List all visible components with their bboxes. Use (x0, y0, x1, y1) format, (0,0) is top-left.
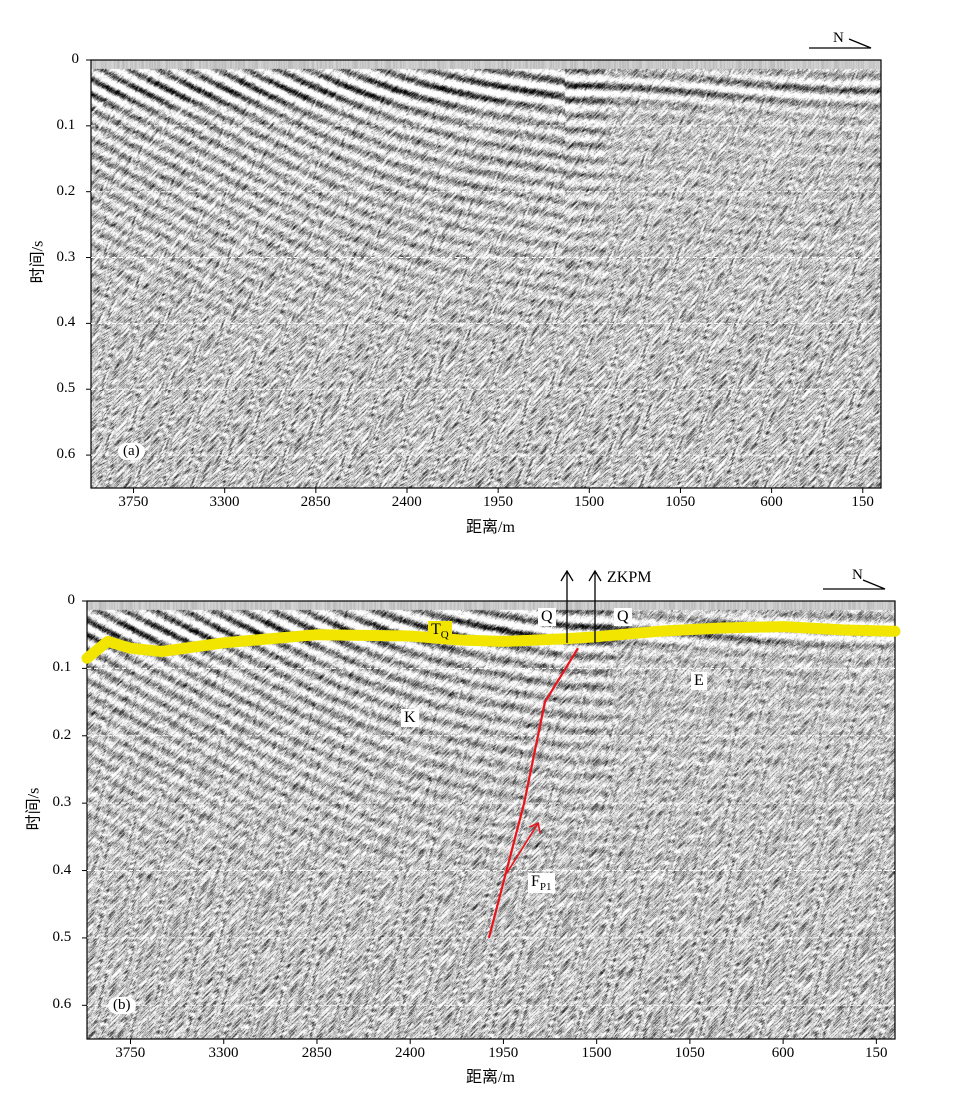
borehole-arrow-right-icon (588, 569, 602, 643)
x-tick-label: 3750 (115, 1045, 146, 1061)
panel-label-a: (a) (118, 443, 145, 460)
x-tick-label: 150 (864, 1045, 888, 1061)
horizon-label-main: T (431, 621, 441, 638)
y-tick-label: 0.4 (52, 861, 72, 878)
x-tick-label: 2850 (300, 494, 331, 510)
fault-label-main: F (531, 873, 540, 890)
x-tick-label: 600 (760, 494, 783, 510)
unit-label-k: K (401, 709, 419, 727)
x-tick-label: 2400 (391, 494, 422, 510)
horizon-tq-line (81, 621, 901, 664)
y-axis-label-a: 时间/s (29, 240, 47, 284)
horizon-label-tq: TQ (428, 621, 452, 642)
y-tick-label: 0.2 (52, 726, 72, 743)
fault-movement-arrow (506, 822, 539, 874)
y-tick-label: 0 (71, 51, 80, 67)
y-tick-label: 0.6 (56, 446, 76, 463)
x-tick-label: 3300 (208, 1045, 239, 1061)
y-tick-label: 0.5 (56, 380, 76, 397)
y-tick-label: 0.3 (56, 248, 76, 265)
y-tick-label: 0.2 (56, 182, 76, 199)
y-tick-label: 0.1 (52, 659, 72, 676)
chart-overlay-b (81, 569, 901, 1044)
panel-label-b: (b) (108, 997, 136, 1014)
x-tick-label: 3750 (118, 494, 149, 510)
x-tick-label: 1500 (581, 1045, 612, 1061)
fault-label-sub: P1 (539, 881, 552, 894)
x-tick-label: 1050 (665, 494, 696, 510)
y-tick-label: 0.5 (52, 928, 72, 945)
y-tick-label: 0 (67, 592, 76, 608)
x-tick-label: 150 (851, 494, 874, 510)
panel-b: (b) 时间/s 距离/m N ZKPM TQ Q Q E K FP1 0 0.1… (0, 545, 962, 1106)
seismic-section-b (87, 601, 895, 1039)
north-arrow-icon (823, 579, 886, 590)
plot-frame (86, 600, 896, 1040)
y-tick-label: 0.4 (56, 314, 76, 331)
x-tick-label: 2400 (395, 1045, 425, 1061)
x-axis-label-a: 距离/m (466, 519, 515, 536)
x-tick-label: 1050 (674, 1045, 705, 1061)
north-label-b: N (852, 567, 863, 583)
unit-label-e: E (691, 672, 707, 690)
y-tick-label: 0.6 (52, 996, 72, 1013)
chart-overlay-a (86, 38, 882, 493)
unit-label-q-right: Q (614, 608, 632, 626)
north-arrow-icon (809, 38, 872, 49)
y-axis-label-b: 时间/s (25, 787, 43, 831)
unit-label-q-left: Q (538, 608, 556, 626)
fault-label-fp1: FP1 (528, 873, 555, 894)
horizon-label-sub: Q (440, 629, 449, 642)
panel-a: (a) 时间/s 距离/m N 0 0.1 0.2 0.3 0.4 0.5 0.6 3750 3… (0, 0, 962, 545)
fault-fp1-line (487, 647, 579, 939)
north-label-a: N (833, 30, 844, 46)
borehole-arrow-left-icon (560, 569, 574, 643)
x-tick-label: 1950 (482, 494, 513, 510)
y-tick-label: 0.1 (56, 116, 76, 133)
seismic-section-a (91, 60, 881, 488)
x-axis-label-b: 距离/m (466, 1069, 515, 1086)
x-tick-label: 600 (771, 1045, 795, 1061)
x-tick-label: 2850 (301, 1045, 332, 1061)
x-tick-label: 3300 (209, 494, 240, 510)
x-tick-label: 1950 (488, 1045, 519, 1061)
plot-frame (90, 59, 882, 489)
x-tick-label: 1500 (574, 494, 605, 510)
fault-movement-arrowhead-icon (528, 822, 541, 834)
borehole-label: ZKPM (607, 569, 652, 586)
y-tick-label: 0.3 (52, 794, 72, 811)
